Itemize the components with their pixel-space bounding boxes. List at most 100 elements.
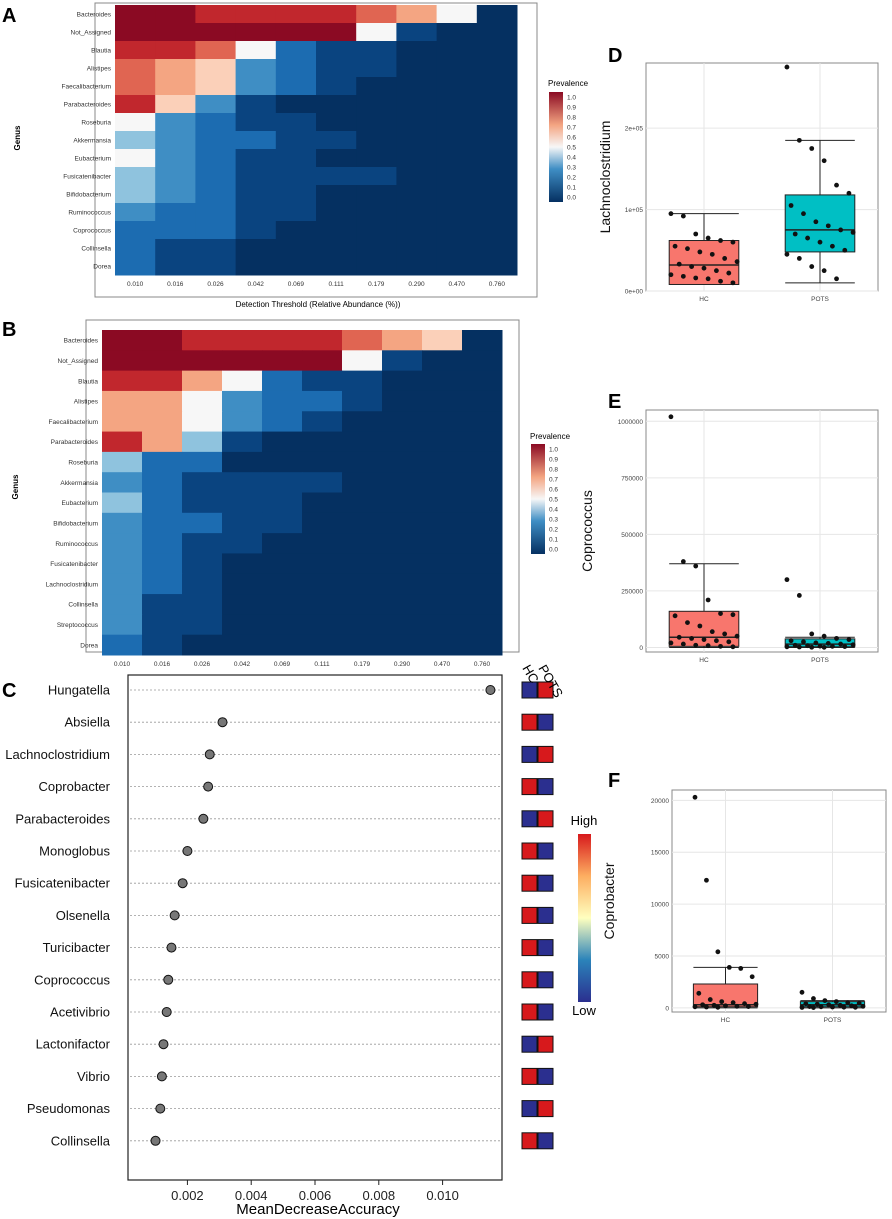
heat-cell-a-5-5 bbox=[316, 95, 357, 114]
heat-cell-b-6-1 bbox=[142, 451, 183, 473]
x-tick-label: POTS bbox=[811, 296, 829, 303]
heat-cell-a-1-3 bbox=[235, 23, 277, 42]
heat-cell-b-12-8 bbox=[422, 573, 463, 595]
heat-cell-a-5-2 bbox=[195, 95, 237, 114]
data-point bbox=[668, 211, 674, 217]
row-label: Dorea bbox=[93, 264, 111, 271]
heat-cell-a-9-5 bbox=[316, 167, 357, 186]
heat-cell-b-14-0 bbox=[102, 614, 143, 636]
data-point bbox=[784, 251, 790, 257]
heat-cell-b-4-7 bbox=[382, 411, 423, 433]
heat-cell-b-8-4 bbox=[262, 492, 303, 514]
row-label: Bacteroides bbox=[64, 338, 99, 345]
x-tick-label: 0.111 bbox=[328, 281, 344, 288]
heat-cell-a-14-3 bbox=[235, 257, 277, 276]
heat-cell-b-9-4 bbox=[262, 512, 303, 534]
heat-cell-a-5-4 bbox=[275, 95, 317, 114]
data-point bbox=[719, 999, 725, 1005]
data-point bbox=[842, 247, 848, 253]
data-point bbox=[849, 1003, 854, 1009]
data-point bbox=[856, 1000, 862, 1006]
heat-cell-a-12-0 bbox=[115, 221, 156, 240]
data-point bbox=[796, 593, 802, 598]
panel-letter-f: F bbox=[608, 770, 620, 792]
data-point bbox=[825, 223, 831, 229]
heat-cell-a-1-5 bbox=[316, 23, 357, 42]
data-point bbox=[705, 597, 711, 603]
legend-value: 0.4 bbox=[549, 507, 558, 514]
pots-indicator bbox=[537, 971, 554, 989]
heat-cell-b-0-7 bbox=[382, 330, 423, 351]
heatmap-a-row-labels: Bacteroides Not_Assigned Blautia Alistipes F… bbox=[62, 12, 112, 271]
importance-dot bbox=[198, 813, 209, 824]
x-tick-label: 0.006 bbox=[299, 1188, 332, 1203]
heat-cell-a-14-7 bbox=[396, 257, 438, 276]
data-point bbox=[701, 265, 707, 271]
heat-cell-a-13-0 bbox=[115, 239, 156, 258]
heat-cell-b-9-2 bbox=[182, 512, 223, 534]
heat-cell-b-3-3 bbox=[222, 390, 263, 412]
heat-cell-b-9-8 bbox=[422, 512, 463, 534]
heat-cell-a-9-7 bbox=[396, 167, 438, 186]
row-label: Collinsella bbox=[81, 246, 111, 253]
heat-cell-b-2-5 bbox=[302, 370, 343, 392]
heat-cell-a-5-0 bbox=[115, 95, 156, 114]
y-tick-label: 500000 bbox=[621, 532, 643, 539]
heatmap-a-y-label: Genus bbox=[13, 125, 22, 150]
y-tick-label: 15000 bbox=[651, 850, 669, 857]
heatmap-a: Bacteroides Not_Assigned Blautia Alistipes F… bbox=[13, 2, 589, 309]
x-tick-label: 0.760 bbox=[474, 661, 491, 668]
heat-cell-a-14-1 bbox=[155, 257, 196, 276]
row-label: Blautia bbox=[78, 378, 98, 385]
heat-cell-a-7-0 bbox=[115, 131, 156, 150]
heat-cell-b-1-1 bbox=[142, 350, 183, 372]
hc-indicator bbox=[521, 745, 538, 763]
heat-cell-b-7-0 bbox=[102, 472, 143, 493]
heat-cell-b-14-2 bbox=[182, 614, 223, 636]
heat-cell-b-15-0 bbox=[102, 634, 143, 656]
heat-cell-a-4-7 bbox=[396, 77, 438, 96]
data-point bbox=[799, 989, 805, 995]
legend-value: 0.7 bbox=[549, 477, 558, 484]
importance-rows: Hungatella Absiella Lachnoclostridium Copro… bbox=[5, 681, 554, 1150]
heat-cell-a-0-8 bbox=[436, 5, 478, 24]
data-point bbox=[711, 1002, 717, 1008]
row-label: Not_Assigned bbox=[71, 30, 112, 37]
heat-cell-a-3-4 bbox=[275, 59, 317, 78]
genus-label: Vibrio bbox=[77, 1069, 110, 1084]
heat-cell-a-1-1 bbox=[155, 23, 196, 42]
pots-indicator bbox=[537, 713, 554, 731]
data-point bbox=[834, 182, 839, 188]
data-point bbox=[850, 642, 856, 648]
heat-cell-b-7-9 bbox=[462, 472, 503, 493]
data-point bbox=[692, 794, 698, 800]
heat-cell-a-4-2 bbox=[195, 77, 237, 96]
heat-cell-a-14-9 bbox=[476, 257, 518, 276]
data-point bbox=[860, 1003, 866, 1009]
row-label: Eubacterium bbox=[75, 156, 112, 163]
data-point bbox=[826, 1002, 832, 1008]
heat-cell-b-3-4 bbox=[262, 390, 303, 412]
heat-cell-a-9-0 bbox=[115, 167, 156, 186]
data-point bbox=[722, 256, 728, 261]
data-point bbox=[734, 633, 740, 639]
heat-cell-b-3-8 bbox=[422, 390, 463, 412]
heat-cell-b-0-5 bbox=[302, 330, 343, 351]
heat-cell-a-9-3 bbox=[235, 167, 277, 186]
row-label: Fusicatenibacter bbox=[50, 561, 99, 568]
heat-cell-b-12-1 bbox=[142, 573, 183, 595]
heat-cell-a-3-5 bbox=[316, 59, 357, 78]
heat-cell-b-5-3 bbox=[222, 431, 263, 453]
heat-cell-a-2-0 bbox=[115, 41, 156, 60]
pots-indicator bbox=[537, 810, 554, 828]
heatmap-a-legend: Prevalence 0.0 0.1 0.2 0.3 0.4 0.5 0.6 0.7 0.8 0.… bbox=[548, 79, 589, 202]
importance-dot bbox=[204, 749, 215, 760]
data-point bbox=[730, 1000, 736, 1006]
heat-cell-b-4-5 bbox=[302, 411, 343, 433]
data-point bbox=[796, 256, 802, 261]
data-point bbox=[807, 1004, 813, 1010]
heat-cell-a-10-0 bbox=[115, 185, 156, 204]
hc-indicator bbox=[521, 778, 538, 796]
x-tick-label: 0.470 bbox=[434, 661, 451, 668]
row-label: Roseburia bbox=[68, 460, 98, 467]
